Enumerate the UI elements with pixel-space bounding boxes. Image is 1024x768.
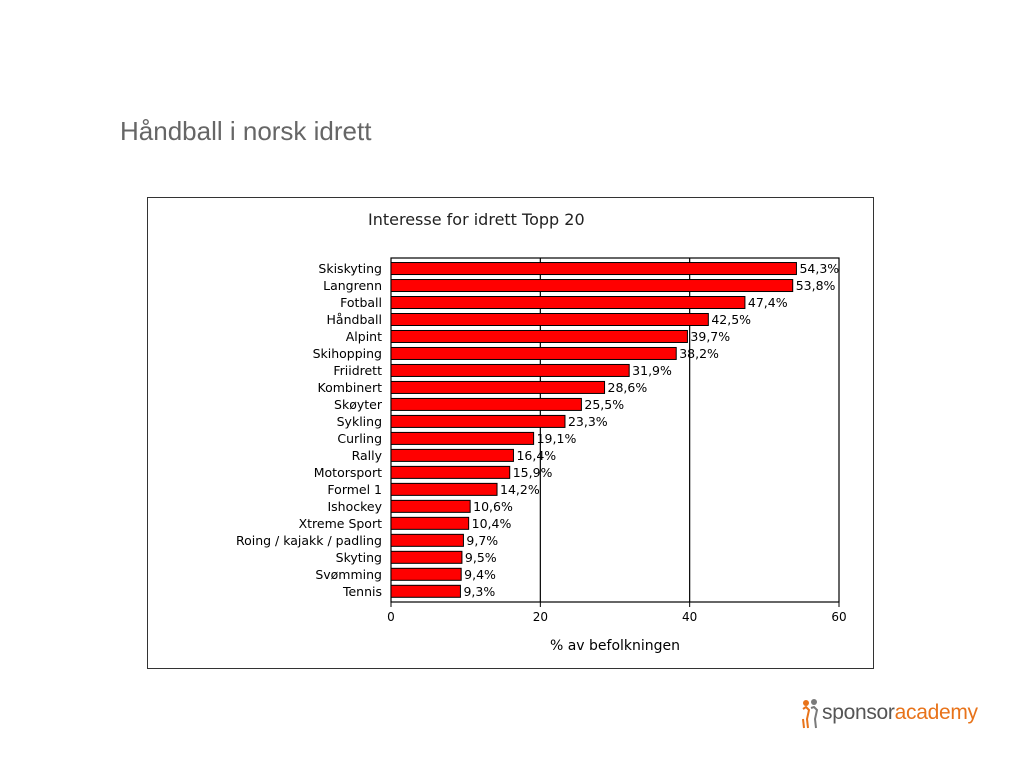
x-axis-label: % av befolkningen — [550, 638, 680, 654]
plot-area — [390, 257, 840, 603]
logo-figures-icon — [802, 699, 819, 729]
category-label: Skihopping — [313, 346, 382, 361]
bar — [390, 584, 461, 598]
bar — [390, 499, 471, 513]
category-label: Kombinert — [318, 380, 383, 395]
bar — [390, 567, 462, 581]
bar — [390, 533, 464, 547]
sponsoracademy-logo: sponsoracademy — [800, 697, 1000, 733]
x-tick-label: 40 — [682, 610, 697, 624]
data-label: 9,7% — [466, 533, 498, 548]
bar — [390, 414, 566, 428]
bar-chart: 0 20 40 60 Skiskyting 54,3% Langrenn 53,8% Fotba… — [236, 257, 847, 654]
data-label: 25,5% — [584, 397, 624, 412]
data-label: 10,6% — [473, 499, 513, 514]
slide-title: Håndball i norsk idrett — [120, 116, 372, 146]
data-label: 9,5% — [465, 550, 497, 565]
bar — [390, 550, 463, 564]
data-label: 38,2% — [679, 346, 719, 361]
bar — [390, 279, 794, 293]
bar — [390, 448, 514, 462]
category-label: Roing / kajakk / padling — [236, 533, 382, 548]
data-label: 19,1% — [537, 431, 577, 446]
category-label: Skiskyting — [318, 261, 382, 276]
bar — [390, 397, 582, 411]
bar — [390, 431, 535, 445]
chart-frame: Interesse for idrett Topp 20 0 20 40 60 Skis… — [147, 197, 874, 669]
bar — [390, 296, 746, 310]
bar — [390, 346, 677, 360]
category-label: Alpint — [346, 329, 382, 344]
data-label: 9,4% — [464, 567, 496, 582]
data-label: 54,3% — [799, 261, 839, 276]
data-label: 9,3% — [463, 584, 495, 599]
category-label: Skyting — [336, 550, 382, 565]
category-label: Svømming — [315, 567, 382, 582]
data-label: 23,3% — [568, 414, 608, 429]
category-label: Håndball — [327, 312, 382, 327]
bar — [390, 465, 511, 479]
category-label: Rally — [352, 448, 383, 463]
data-label: 16,4% — [516, 448, 556, 463]
data-label: 10,4% — [472, 516, 512, 531]
logo-text-academy: academy — [894, 701, 978, 724]
bar — [390, 516, 470, 530]
category-label: Sykling — [337, 414, 382, 429]
data-label: 14,2% — [500, 482, 540, 497]
bar — [390, 262, 797, 276]
category-label: Xtreme Sport — [299, 516, 383, 531]
category-label: Curling — [337, 431, 382, 446]
data-label: 39,7% — [690, 329, 730, 344]
data-label: 28,6% — [608, 380, 648, 395]
chart-title: Interesse for idrett Topp 20 — [368, 210, 585, 229]
data-label: 47,4% — [748, 295, 788, 310]
logo-text-sponsor: sponsor — [822, 701, 895, 724]
category-label: Ishockey — [327, 499, 382, 514]
x-tick-label: 0 — [387, 610, 395, 624]
data-label: 15,9% — [513, 465, 553, 480]
data-label: 53,8% — [796, 278, 836, 293]
category-label: Motorsport — [314, 465, 382, 480]
category-label: Skøyter — [334, 397, 383, 412]
category-label: Tennis — [342, 584, 382, 599]
bar — [390, 312, 709, 326]
bar — [390, 329, 688, 343]
logo-wordmark: sponsoracademy — [822, 701, 978, 725]
bar — [390, 363, 630, 377]
bar — [390, 482, 498, 496]
category-label: Fotball — [340, 295, 382, 310]
category-label: Formel 1 — [327, 482, 382, 497]
data-label: 42,5% — [711, 312, 751, 327]
bar — [390, 380, 606, 394]
category-label: Langrenn — [323, 278, 382, 293]
data-label: 31,9% — [632, 363, 672, 378]
x-tick-label: 20 — [533, 610, 548, 624]
category-label: Friidrett — [333, 363, 382, 378]
x-tick-label: 60 — [831, 610, 846, 624]
